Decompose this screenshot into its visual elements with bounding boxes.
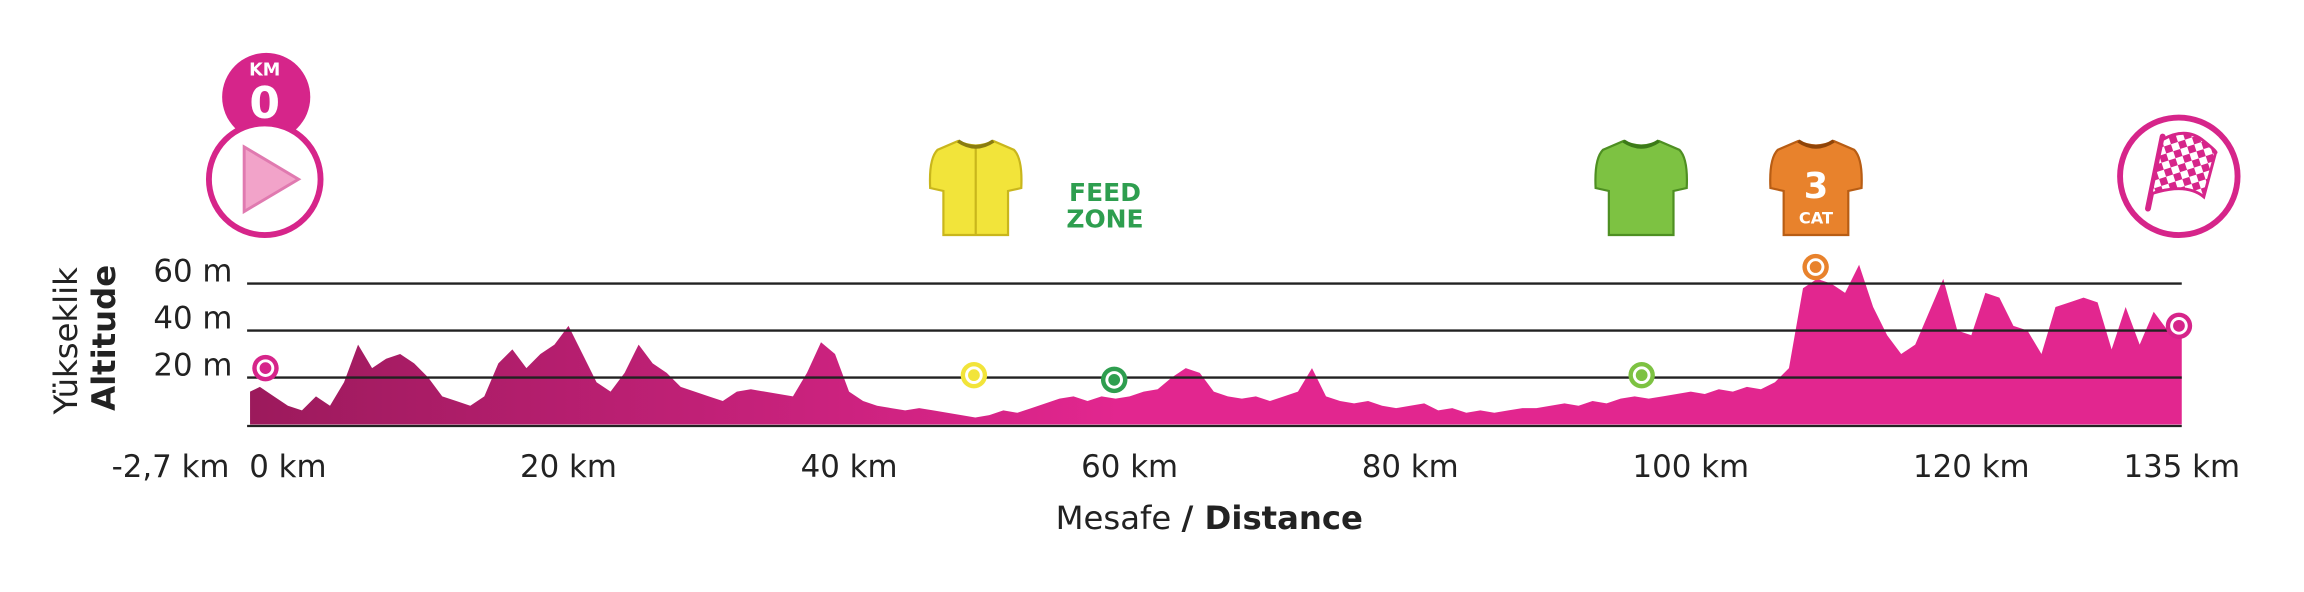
marker-dot <box>2173 319 2185 332</box>
marker-dot <box>1108 374 1121 386</box>
start-icon <box>205 120 324 238</box>
finish-icon <box>2117 114 2241 238</box>
green-jersey <box>1594 139 1689 237</box>
kom-jersey: 3 CAT <box>1769 139 1863 237</box>
marker-dot <box>968 369 980 382</box>
y-tick-label: 20 m <box>153 348 232 384</box>
x-tick-label: 40 km <box>801 449 898 485</box>
marker-dot <box>259 362 272 375</box>
km-label: KM <box>249 61 280 81</box>
marker-dot <box>1809 261 1822 273</box>
x-tick-label: -2,7 km <box>112 449 230 485</box>
x-axis-title-en: / Distance <box>1182 499 1363 537</box>
cat-label: CAT <box>1799 208 1833 227</box>
marker <box>2165 312 2193 340</box>
x-axis-title-tr: Mesafe <box>1056 499 1172 537</box>
km-zero-badge: KM 0 <box>222 52 311 142</box>
marker <box>1100 366 1128 394</box>
marker <box>1628 361 1655 389</box>
x-tick-label: 100 km <box>1632 449 1749 485</box>
marker <box>252 354 279 382</box>
x-tick-label: 20 km <box>520 449 617 485</box>
x-tick-label: 80 km <box>1362 449 1459 485</box>
km-value: 0 <box>249 78 280 129</box>
yellow-jersey <box>928 139 1023 237</box>
x-tick-label: 135 km <box>2123 449 2240 485</box>
marker-dot <box>1635 369 1648 382</box>
feed-label: FEED <box>1069 178 1141 207</box>
marker <box>960 361 988 389</box>
x-tick-label: 60 km <box>1081 449 1178 485</box>
y-tick-label: 40 m <box>153 301 232 337</box>
cat-number: 3 <box>1804 166 1829 207</box>
x-tick-label: 0 km <box>249 449 326 485</box>
y-tick-label: 60 m <box>153 254 232 290</box>
y-axis-title-en: Altitude <box>85 265 123 411</box>
elevation-area <box>250 264 2182 425</box>
x-tick-label: 120 km <box>1913 449 2030 485</box>
zone-label: ZONE <box>1066 204 1143 233</box>
y-axis-title: Yükseklik <box>47 267 85 416</box>
x-axis-title: Mesafe / Distance <box>1056 499 1363 537</box>
marker <box>1802 253 1829 281</box>
